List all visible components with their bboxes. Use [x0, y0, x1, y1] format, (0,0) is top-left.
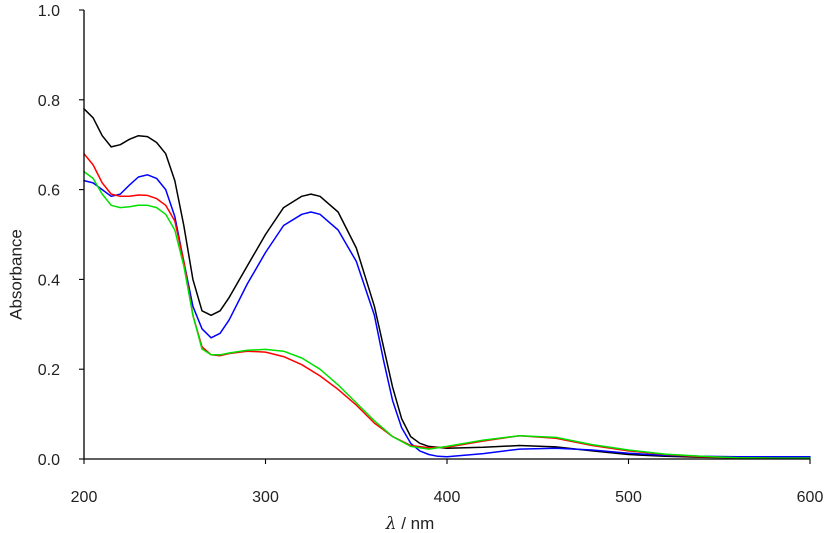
x-axis-title-symbol: λ: [385, 514, 397, 533]
ticks-layer: 0.0 0.2 0.4 0.6 0.8 1.0 200 300 400 500 600: [38, 3, 824, 506]
series-line-2: [83, 174, 811, 458]
series-line-4: [83, 170, 811, 459]
y-tick-label: 0.6: [38, 183, 60, 200]
x-tick-label: 500: [615, 489, 642, 506]
x-tick-label: 600: [797, 489, 824, 506]
y-tick-label: 0.8: [38, 93, 60, 110]
x-axis-title-unit: / nm: [396, 514, 434, 533]
y-tick-label: 1.0: [38, 3, 60, 20]
y-tick-label: 0.4: [38, 272, 60, 289]
series-line-1: [83, 108, 811, 459]
x-tick-label: 300: [252, 489, 279, 506]
y-tick-label: 0.0: [38, 452, 60, 469]
x-axis-title: λ / nm: [385, 514, 435, 533]
series-layer: [83, 108, 811, 459]
y-axis-title: Absorbance: [6, 229, 25, 320]
x-tick-label: 400: [434, 489, 461, 506]
x-tick-label: 200: [71, 489, 98, 506]
y-tick-label: 0.2: [38, 362, 60, 379]
series-line-3: [83, 152, 811, 459]
